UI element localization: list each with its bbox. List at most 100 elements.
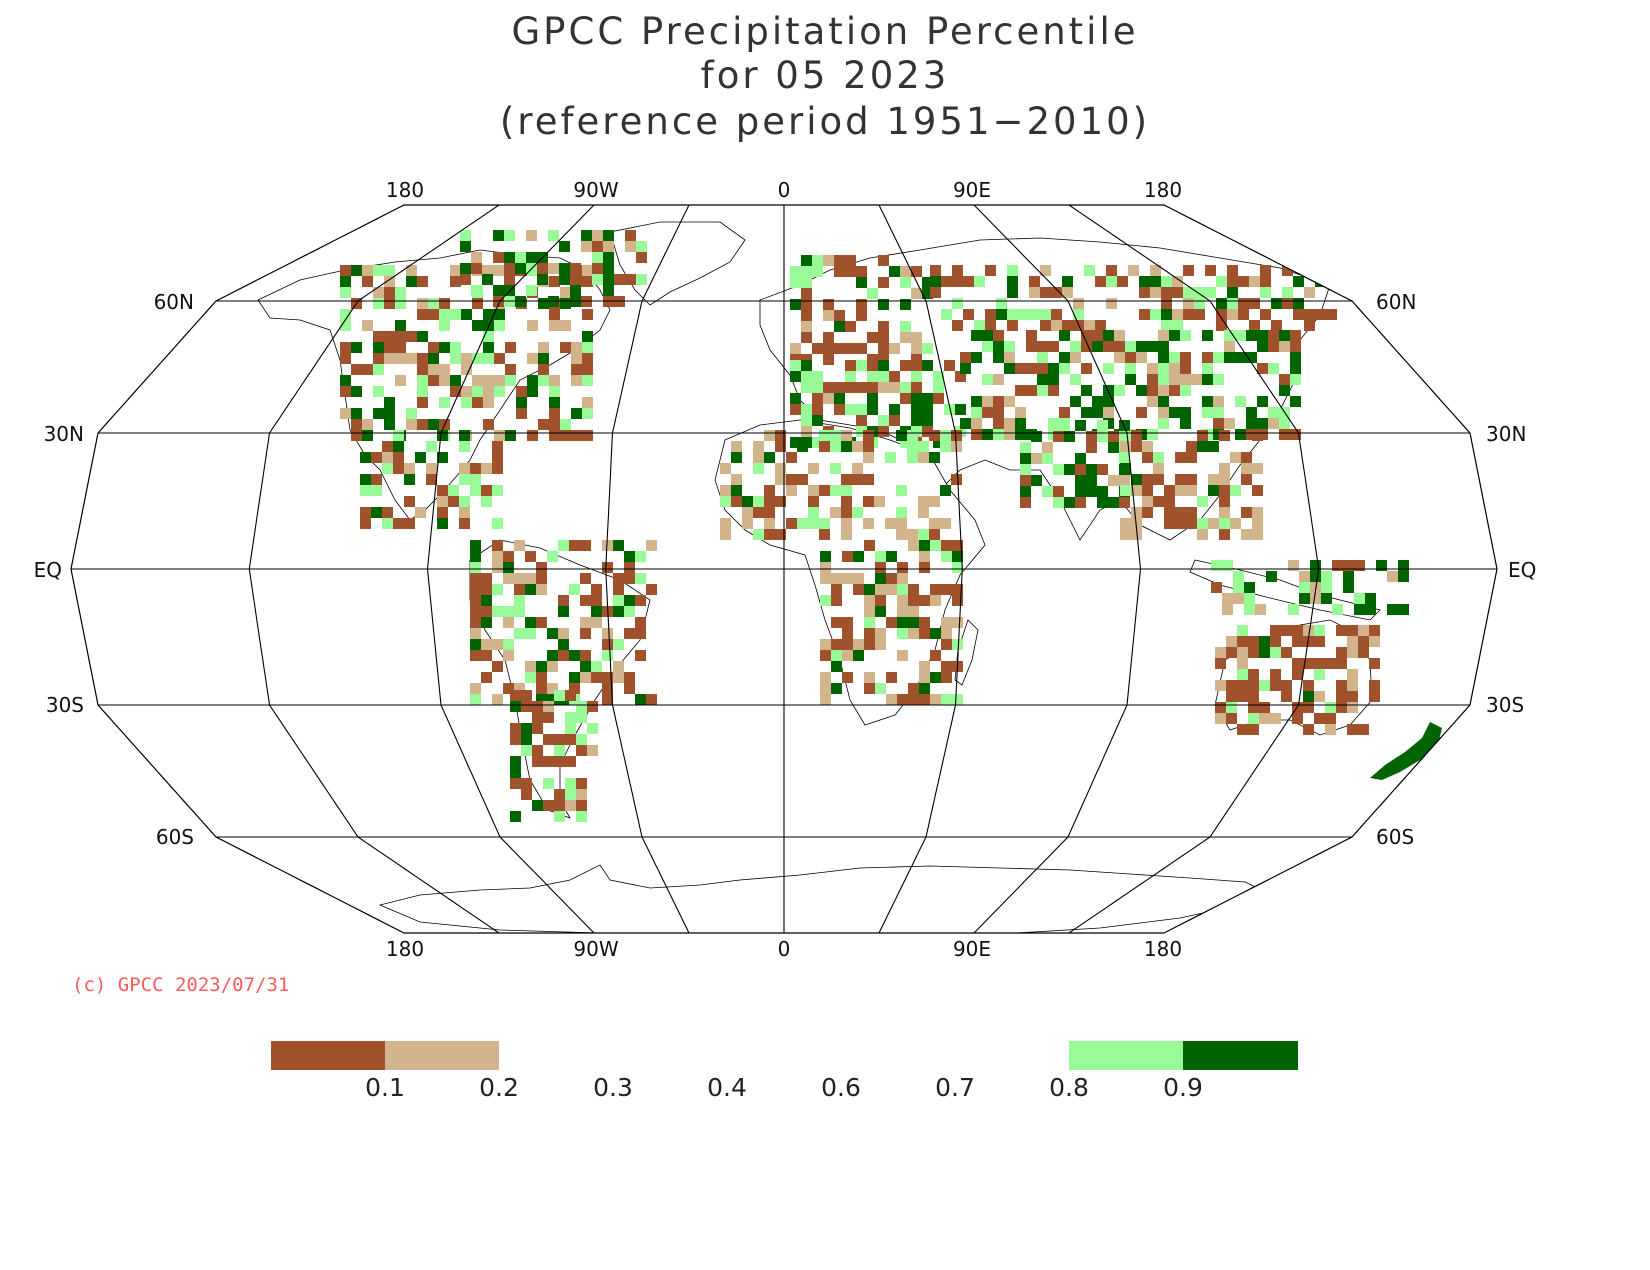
percentile-cell xyxy=(503,617,514,628)
percentile-cell xyxy=(1252,463,1263,474)
percentile-cell xyxy=(415,507,426,518)
percentile-cell xyxy=(1237,658,1248,669)
percentile-cell xyxy=(1216,309,1227,320)
percentile-cell xyxy=(1169,374,1180,385)
percentile-cell xyxy=(820,694,831,705)
percentile-cell xyxy=(543,734,554,745)
percentile-cell xyxy=(823,393,834,404)
percentile-cell xyxy=(960,363,971,374)
percentile-cell xyxy=(395,353,406,364)
percentile-cell xyxy=(1215,702,1226,713)
percentile-cell xyxy=(940,485,951,496)
percentile-cell xyxy=(1086,475,1097,486)
percentile-cell xyxy=(471,285,482,296)
percentile-cell xyxy=(613,573,624,584)
percentile-cell xyxy=(878,255,889,266)
percentile-cell xyxy=(472,353,483,364)
percentile-cell xyxy=(1288,560,1299,571)
percentile-cell xyxy=(1215,658,1226,669)
percentile-cell xyxy=(1086,486,1097,497)
percentile-cell xyxy=(554,789,565,800)
percentile-cell xyxy=(1237,691,1248,702)
percentile-cell xyxy=(624,683,635,694)
percentile-cell xyxy=(830,463,841,474)
percentile-cell xyxy=(867,360,878,371)
percentile-cell xyxy=(889,343,900,354)
percentile-cell xyxy=(1227,298,1238,309)
percentile-cell xyxy=(1249,276,1260,287)
percentile-cell xyxy=(483,331,494,342)
percentile-cell xyxy=(1224,418,1235,429)
map-title: GPCC Precipitation Percentile for 05 202… xyxy=(500,10,1147,143)
percentile-cell xyxy=(1303,702,1314,713)
percentile-cell xyxy=(875,628,886,639)
percentile-cell xyxy=(1358,636,1369,647)
percentile-cell xyxy=(1197,430,1208,441)
percentile-cell xyxy=(558,628,569,639)
lat-label-right-30s: 30S xyxy=(1486,693,1524,717)
percentile-cell xyxy=(878,426,889,437)
percentile-cell xyxy=(908,694,919,705)
percentile-cell xyxy=(384,397,395,408)
percentile-cell xyxy=(417,364,428,375)
percentile-cell xyxy=(1097,486,1108,497)
percentile-cell xyxy=(790,393,801,404)
percentile-cell xyxy=(1208,485,1219,496)
percentile-cell xyxy=(417,331,428,342)
percentile-cell xyxy=(886,584,897,595)
percentile-cell xyxy=(918,496,929,507)
percentile-cell xyxy=(547,661,558,672)
percentile-cell xyxy=(960,352,971,363)
percentile-cell xyxy=(646,540,657,551)
percentile-cell xyxy=(582,364,593,375)
percentile-cell xyxy=(908,540,919,551)
percentile-cell xyxy=(929,496,940,507)
percentile-cell xyxy=(560,430,571,441)
lon-label-bottom-90e: 90E xyxy=(953,937,991,961)
percentile-cell xyxy=(863,474,874,485)
percentile-cell xyxy=(885,452,896,463)
percentile-cell xyxy=(1303,680,1314,691)
percentile-cell xyxy=(797,441,808,452)
percentile-cell xyxy=(823,343,834,354)
percentile-cell xyxy=(753,496,764,507)
percentile-cell xyxy=(911,382,922,393)
percentile-cell xyxy=(492,485,503,496)
percentile-cell xyxy=(592,241,603,252)
percentile-cell xyxy=(930,628,941,639)
percentile-cell xyxy=(461,353,472,364)
percentile-cell xyxy=(340,353,351,364)
percentile-cell xyxy=(393,430,404,441)
percentile-cell xyxy=(481,639,492,650)
percentile-cell xyxy=(863,496,874,507)
percentile-cell xyxy=(1029,287,1040,298)
percentile-cell xyxy=(558,595,569,606)
percentile-cell xyxy=(1235,330,1246,341)
percentile-cell xyxy=(933,382,944,393)
percentile-cell xyxy=(483,353,494,364)
percentile-cell xyxy=(494,265,505,276)
percentile-cell xyxy=(907,430,918,441)
percentile-cell xyxy=(470,540,481,551)
percentile-cell xyxy=(993,374,1004,385)
percentile-cell xyxy=(919,683,930,694)
percentile-cell xyxy=(930,584,941,595)
percentile-cell xyxy=(362,265,373,276)
percentile-cell xyxy=(525,551,536,562)
percentile-cell xyxy=(1169,407,1180,418)
percentile-cell xyxy=(602,683,613,694)
percentile-cell xyxy=(1048,374,1059,385)
percentile-cell xyxy=(1255,604,1266,615)
percentile-cell xyxy=(384,265,395,276)
percentile-cell xyxy=(731,496,742,507)
percentile-cell xyxy=(1042,486,1053,497)
percentile-cell xyxy=(582,276,593,287)
percentile-cell xyxy=(831,573,842,584)
percentile-cell xyxy=(878,354,889,365)
percentile-cell xyxy=(635,573,646,584)
percentile-cell xyxy=(1004,429,1015,440)
percentile-cell xyxy=(1059,330,1070,341)
percentile-cell xyxy=(823,382,834,393)
percentile-cell xyxy=(856,310,867,321)
percentile-cell xyxy=(1175,452,1186,463)
